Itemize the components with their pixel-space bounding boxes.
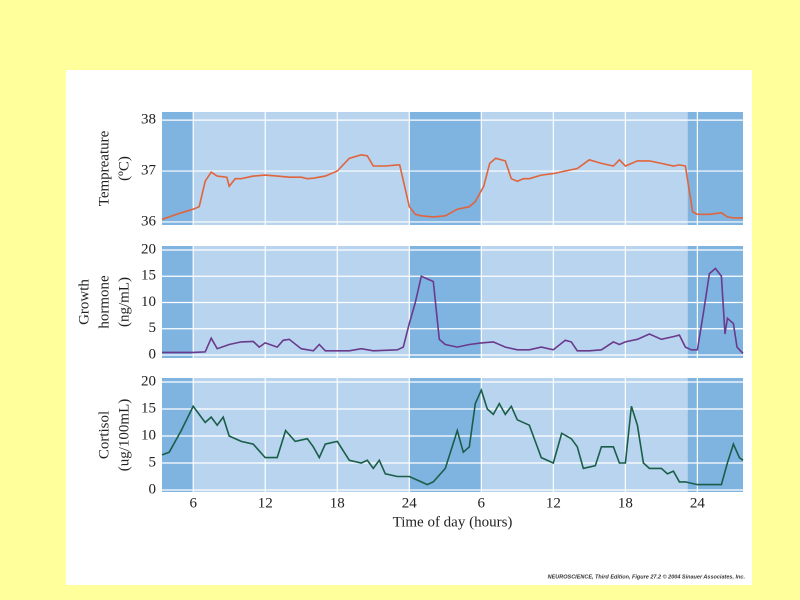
y-axis-label: (ng/mL) — [116, 277, 132, 327]
x-axis-label: Time of day (hours) — [393, 514, 513, 530]
night-band — [409, 378, 482, 492]
x-tick-label: 6 — [478, 495, 486, 511]
y-tick-label: 15 — [141, 268, 156, 284]
y-axis-label: (ug/100mL) — [116, 399, 132, 472]
caption: NEUROSCIENCE, Third Edition, Figure 27.2… — [548, 573, 746, 580]
y-axis-label: Growth — [76, 279, 92, 325]
y-tick-label: 0 — [149, 481, 157, 497]
night-band — [409, 112, 482, 225]
night-band — [687, 112, 743, 225]
night-band — [687, 378, 743, 492]
y-tick-label: 15 — [141, 400, 156, 416]
data-line — [161, 153, 743, 221]
x-tick-label: 24 — [402, 495, 418, 511]
data-line — [161, 387, 744, 486]
y-axis-label: hormone — [96, 275, 112, 329]
night-band — [162, 112, 194, 225]
y-tick-label: 10 — [141, 427, 156, 443]
y-tick-label: 38 — [141, 112, 156, 128]
y-tick-label: 37 — [141, 162, 157, 178]
x-tick-label: 24 — [690, 495, 706, 511]
y-tick-label: 5 — [149, 454, 157, 470]
y-tick-label: 5 — [149, 320, 157, 336]
y-axis-label: Tempreature — [96, 130, 112, 206]
y-tick-label: 20 — [141, 373, 156, 389]
data-line — [162, 267, 744, 354]
y-axis-label: Cortisol — [96, 411, 112, 459]
x-tick-label: 18 — [330, 495, 345, 511]
y-tick-label: 10 — [141, 294, 156, 310]
x-tick-label: 6 — [189, 495, 197, 511]
x-tick-label: 12 — [546, 495, 561, 511]
y-tick-label: 0 — [149, 346, 157, 362]
x-tick-label: 18 — [618, 495, 633, 511]
y-axis-label: (ºC) — [116, 156, 132, 181]
night-band — [162, 378, 194, 492]
y-tick-label: 36 — [141, 213, 157, 229]
y-tick-label: 20 — [141, 241, 156, 257]
x-tick-label: 12 — [258, 495, 273, 511]
